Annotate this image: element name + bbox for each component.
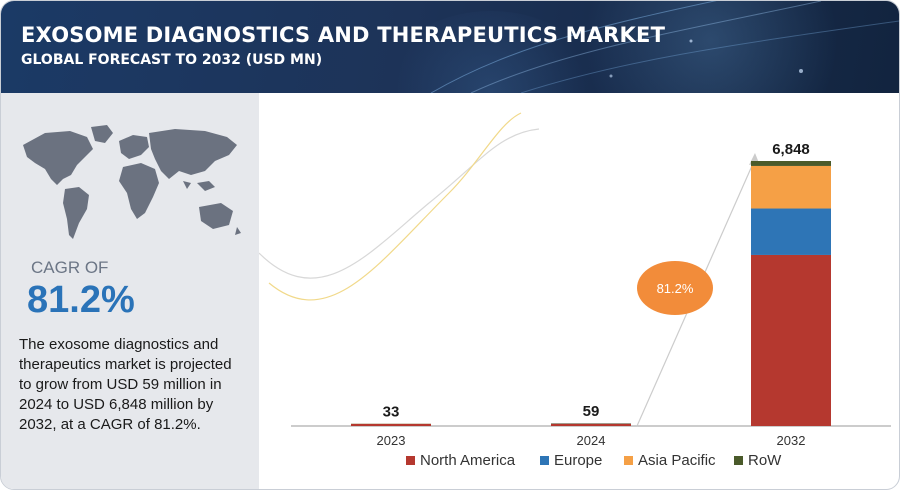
- page-subtitle: GLOBAL FORECAST TO 2032 (USD MN): [21, 52, 323, 68]
- bar-2032-row: [751, 161, 831, 166]
- market-description: The exosome diagnostics and therapeutics…: [19, 336, 232, 433]
- legend-swatch-north-america: [406, 456, 415, 465]
- total-label-2023: 33: [383, 403, 400, 420]
- bar-2032-europe: [751, 208, 831, 255]
- page-title: EXOSOME DIAGNOSTICS AND THERAPEUTICS MAR…: [21, 23, 666, 47]
- bar-2032-asia-pacific: [751, 165, 831, 209]
- header-decoration: [430, 1, 899, 93]
- legend-label-europe: Europe: [554, 452, 602, 469]
- world-map-icon: [23, 125, 241, 239]
- legend-label-north-america: North America: [420, 452, 516, 469]
- decorative-swirl-gold: [268, 112, 522, 301]
- header-banner: EXOSOME DIAGNOSTICS AND THERAPEUTICS MAR…: [1, 1, 899, 93]
- bar-2024-north-america: [551, 424, 631, 426]
- bar-2032-north-america: [751, 254, 831, 426]
- legend-swatch-asia-pacific: [624, 456, 633, 465]
- summary-panel: CAGR OF 81.2% The exosome diagnostics an…: [1, 93, 259, 489]
- decorative-swirl: [259, 128, 540, 279]
- bar-group: 33 2023 59 2024 6,848 2032: [351, 141, 831, 448]
- total-label-2024: 59: [583, 403, 600, 420]
- x-tick-label-2023: 2023: [377, 433, 406, 448]
- x-tick-label-2024: 2024: [577, 433, 606, 448]
- cagr-label: CAGR OF: [31, 258, 109, 277]
- bar-2023-north-america: [351, 424, 431, 426]
- cagr-bubble-label: 81.2%: [657, 281, 694, 296]
- x-tick-label-2032: 2032: [777, 433, 806, 448]
- legend-label-row: RoW: [748, 452, 782, 469]
- cagr-bubble: [637, 261, 713, 315]
- legend-swatch-row: [734, 456, 743, 465]
- total-label-2032: 6,848: [772, 141, 810, 158]
- legend-label-asia-pacific: Asia Pacific: [638, 452, 716, 469]
- legend: North America Europe Asia Pacific RoW: [406, 452, 782, 469]
- market-bar-chart: 81.2% 33 2023 59 2024 6,848 2032 North Americ…: [259, 112, 891, 469]
- cagr-value: 81.2%: [27, 279, 135, 321]
- legend-swatch-europe: [540, 456, 549, 465]
